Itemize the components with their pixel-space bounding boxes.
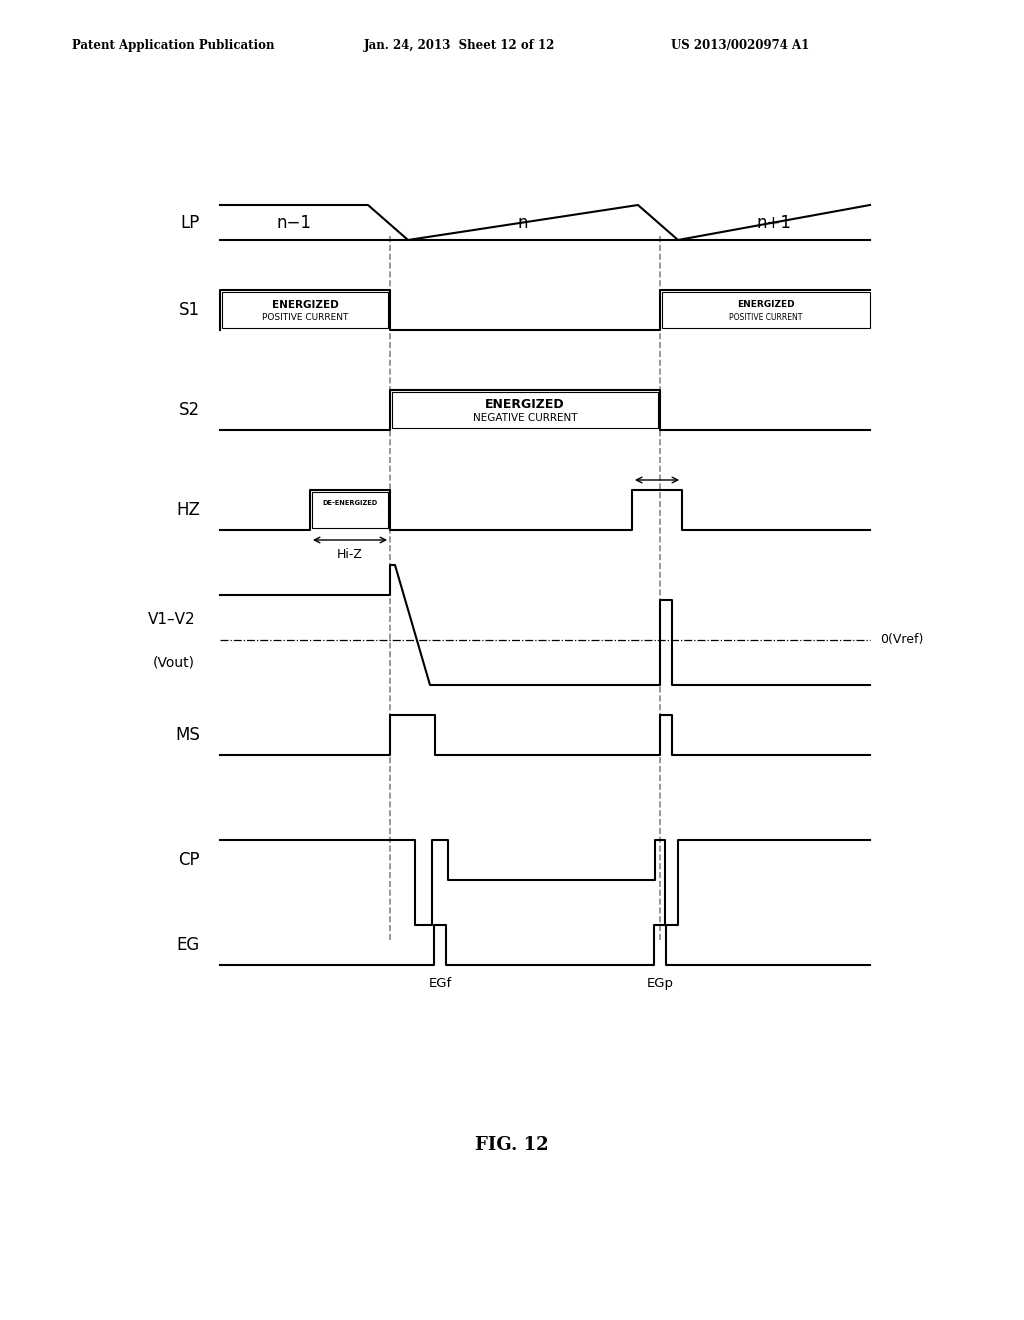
Text: V1–V2: V1–V2 xyxy=(147,612,195,627)
Text: S2: S2 xyxy=(179,401,200,418)
Text: CP: CP xyxy=(178,851,200,869)
Text: Hi-Z: Hi-Z xyxy=(337,548,362,561)
Text: ENERGIZED: ENERGIZED xyxy=(737,300,795,309)
Text: NEGATIVE CURRENT: NEGATIVE CURRENT xyxy=(473,413,578,422)
Text: LP: LP xyxy=(180,214,200,231)
Text: EGp: EGp xyxy=(646,977,674,990)
Text: EG: EG xyxy=(177,936,200,954)
Bar xyxy=(392,392,658,428)
Text: 0(Vref): 0(Vref) xyxy=(880,634,924,647)
Bar xyxy=(312,492,388,528)
Text: POSITIVE CURRENT: POSITIVE CURRENT xyxy=(262,313,348,322)
Text: Patent Application Publication: Patent Application Publication xyxy=(72,38,274,51)
Text: S1: S1 xyxy=(179,301,200,319)
Text: US 2013/0020974 A1: US 2013/0020974 A1 xyxy=(671,38,809,51)
Text: ENERGIZED: ENERGIZED xyxy=(485,399,565,411)
Bar xyxy=(662,292,870,327)
Text: ENERGIZED: ENERGIZED xyxy=(271,300,338,310)
Text: n: n xyxy=(518,214,528,231)
Text: Jan. 24, 2013  Sheet 12 of 12: Jan. 24, 2013 Sheet 12 of 12 xyxy=(364,38,555,51)
Text: n+1: n+1 xyxy=(757,214,792,231)
Text: POSITIVE CURRENT: POSITIVE CURRENT xyxy=(729,313,803,322)
Text: HZ: HZ xyxy=(176,502,200,519)
Text: FIG. 12: FIG. 12 xyxy=(475,1137,549,1154)
Text: (Vout): (Vout) xyxy=(153,655,195,669)
Bar xyxy=(222,292,388,327)
Text: n−1: n−1 xyxy=(276,214,311,231)
Text: DE-ENERGIZED: DE-ENERGIZED xyxy=(323,500,378,506)
Text: EGf: EGf xyxy=(428,977,452,990)
Text: MS: MS xyxy=(175,726,200,744)
